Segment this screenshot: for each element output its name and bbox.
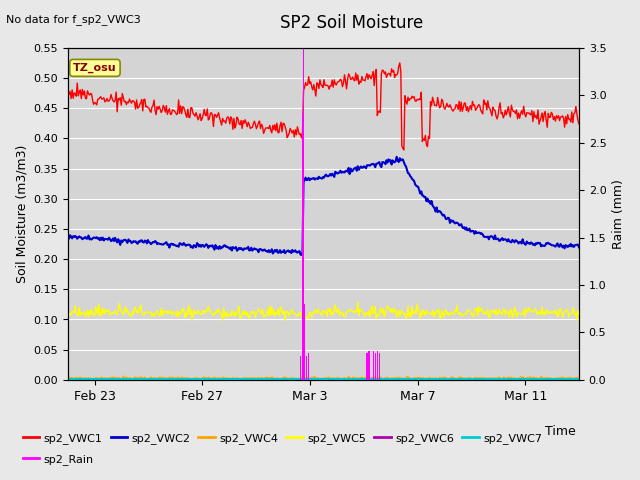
Bar	[302, 114, 303, 380]
Bar	[303, 0, 304, 380]
Bar	[379, 353, 380, 380]
Bar	[308, 353, 309, 380]
Legend: sp2_VWC1, sp2_VWC2, sp2_VWC4, sp2_VWC5, sp2_VWC6, sp2_VWC7: sp2_VWC1, sp2_VWC2, sp2_VWC4, sp2_VWC5, …	[19, 428, 547, 448]
Text: TZ_osu: TZ_osu	[73, 63, 116, 73]
Bar	[306, 356, 307, 380]
Bar	[374, 353, 376, 380]
Legend: sp2_Rain: sp2_Rain	[19, 450, 99, 469]
Bar	[369, 351, 370, 380]
Y-axis label: Raim (mm): Raim (mm)	[612, 179, 625, 249]
Text: SP2 Soil Moisture: SP2 Soil Moisture	[280, 14, 424, 33]
Bar	[300, 356, 301, 380]
Bar	[304, 304, 305, 380]
Y-axis label: Soil Moisture (m3/m3): Soil Moisture (m3/m3)	[15, 144, 28, 283]
Text: Time: Time	[545, 425, 576, 438]
Bar	[377, 351, 378, 380]
Bar	[372, 351, 374, 380]
Text: No data for f_sp2_VWC3: No data for f_sp2_VWC3	[6, 14, 141, 25]
